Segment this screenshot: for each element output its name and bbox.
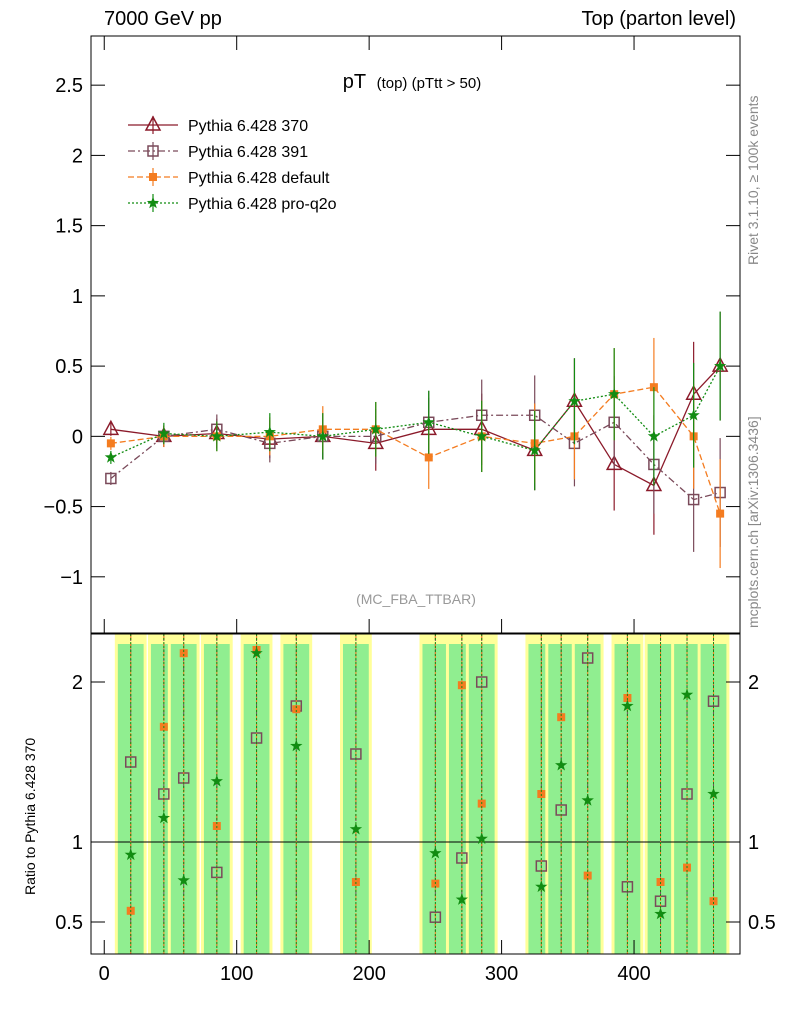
y-tick-label: 0.5 <box>55 356 83 378</box>
plot-title-sub: (top) (pTtt > 50) <box>377 75 482 92</box>
ratio-point <box>455 893 468 905</box>
ratio-plot-frame <box>90 633 741 955</box>
ratio-point <box>290 739 303 752</box>
ratio-points <box>124 634 720 954</box>
data-point <box>528 443 541 456</box>
ratio-y-tick-label: 2 <box>72 672 83 694</box>
main-points <box>102 311 729 569</box>
legend-marker <box>146 196 160 209</box>
legend-marker <box>149 173 157 181</box>
ratio-point <box>555 758 568 771</box>
data-point <box>475 429 488 442</box>
data-point <box>568 394 581 407</box>
ratio-point <box>177 873 190 886</box>
series-line <box>110 365 721 459</box>
legend-marker <box>147 145 159 157</box>
data-point <box>647 429 661 442</box>
data-point <box>608 387 621 400</box>
x-tick-label: 0 <box>99 963 110 985</box>
data-point <box>263 425 276 438</box>
data-point <box>714 359 727 372</box>
ratio-point <box>475 832 488 845</box>
ratio-point <box>557 713 566 722</box>
header-process-label: Top (parton level) <box>581 8 736 30</box>
ratio-y-tick-label-right: 1 <box>748 832 759 854</box>
data-point <box>157 427 170 439</box>
ratio-point <box>210 774 223 787</box>
ratio-point <box>709 897 718 906</box>
series-line <box>110 365 721 487</box>
data-point <box>422 415 435 428</box>
y-tick-label: 1.5 <box>55 216 83 238</box>
plot-title: pT (top) (pTtt > 50) <box>343 71 481 93</box>
y-tick-label: −1 <box>60 567 83 589</box>
data-point <box>687 493 700 506</box>
ratio-y-tick-label: 1 <box>72 832 83 854</box>
ratio-point <box>429 846 442 859</box>
series-line <box>110 386 721 514</box>
x-tick-label: 200 <box>352 963 385 985</box>
ratio-point <box>157 811 170 824</box>
x-tick-label: 400 <box>617 963 650 985</box>
data-point <box>316 429 329 442</box>
data-point <box>716 509 725 518</box>
data-point <box>104 450 117 463</box>
ratio-point <box>707 787 720 800</box>
legend-entry-label: Pythia 6.428 391 <box>188 144 308 161</box>
ratio-point <box>124 848 137 861</box>
legend: Pythia 6.428 370 Pythia 6.428 391 Pythia 6… <box>128 115 337 213</box>
legend-entry-label: Pythia 6.428 pro-q2o <box>188 196 337 213</box>
data-point <box>424 453 433 462</box>
series-line <box>110 414 721 501</box>
analysis-tag: (MC_FBA_TTBAR) <box>356 591 476 607</box>
ratio-point <box>535 880 548 893</box>
data-point <box>105 472 117 485</box>
ratio-point <box>654 907 667 920</box>
ratio-point <box>349 822 363 835</box>
ratio-uncertainty-bands <box>91 634 740 954</box>
legend-entry-label: Pythia 6.428 default <box>188 170 330 187</box>
header-energy-label: 7000 GeV pp <box>104 8 222 30</box>
y-tick-label: −0.5 <box>44 497 83 519</box>
plot-title-main: pT <box>343 71 366 93</box>
data-point <box>210 429 223 442</box>
x-tick-label: 300 <box>485 963 518 985</box>
ratio-y-tick-label-right: 0.5 <box>748 912 776 934</box>
x-tick-label: 100 <box>220 963 253 985</box>
ratio-point <box>621 699 634 712</box>
ratio-point <box>250 646 263 659</box>
ratio-point <box>457 681 466 690</box>
legend-marker <box>144 115 162 131</box>
main-plot-frame <box>90 35 741 634</box>
data-point <box>605 454 623 471</box>
y-tick-label: 2.5 <box>55 75 83 97</box>
y-tick-label: 2 <box>72 145 83 167</box>
ratio-point <box>179 649 188 658</box>
ratio-point <box>581 793 594 806</box>
ratio-y-tick-label-right: 2 <box>748 672 759 694</box>
plot-frames <box>90 35 741 955</box>
data-point <box>687 408 700 421</box>
data-point <box>369 422 382 435</box>
y-tick-label: 0 <box>72 426 83 448</box>
ratio-point <box>292 705 301 714</box>
legend-entry-label: Pythia 6.428 370 <box>188 118 308 135</box>
axes: −1 −0.5 0 0.5 1 1.5 2 2.5 0.5 0.5 1 1 2 2 0 100 200 300 40… <box>44 36 776 985</box>
y-tick-label: 1 <box>72 286 83 308</box>
data-point <box>106 439 115 448</box>
ratio-y-tick-label: 0.5 <box>55 912 83 934</box>
data-point <box>102 419 120 436</box>
ratio-point <box>680 688 694 701</box>
